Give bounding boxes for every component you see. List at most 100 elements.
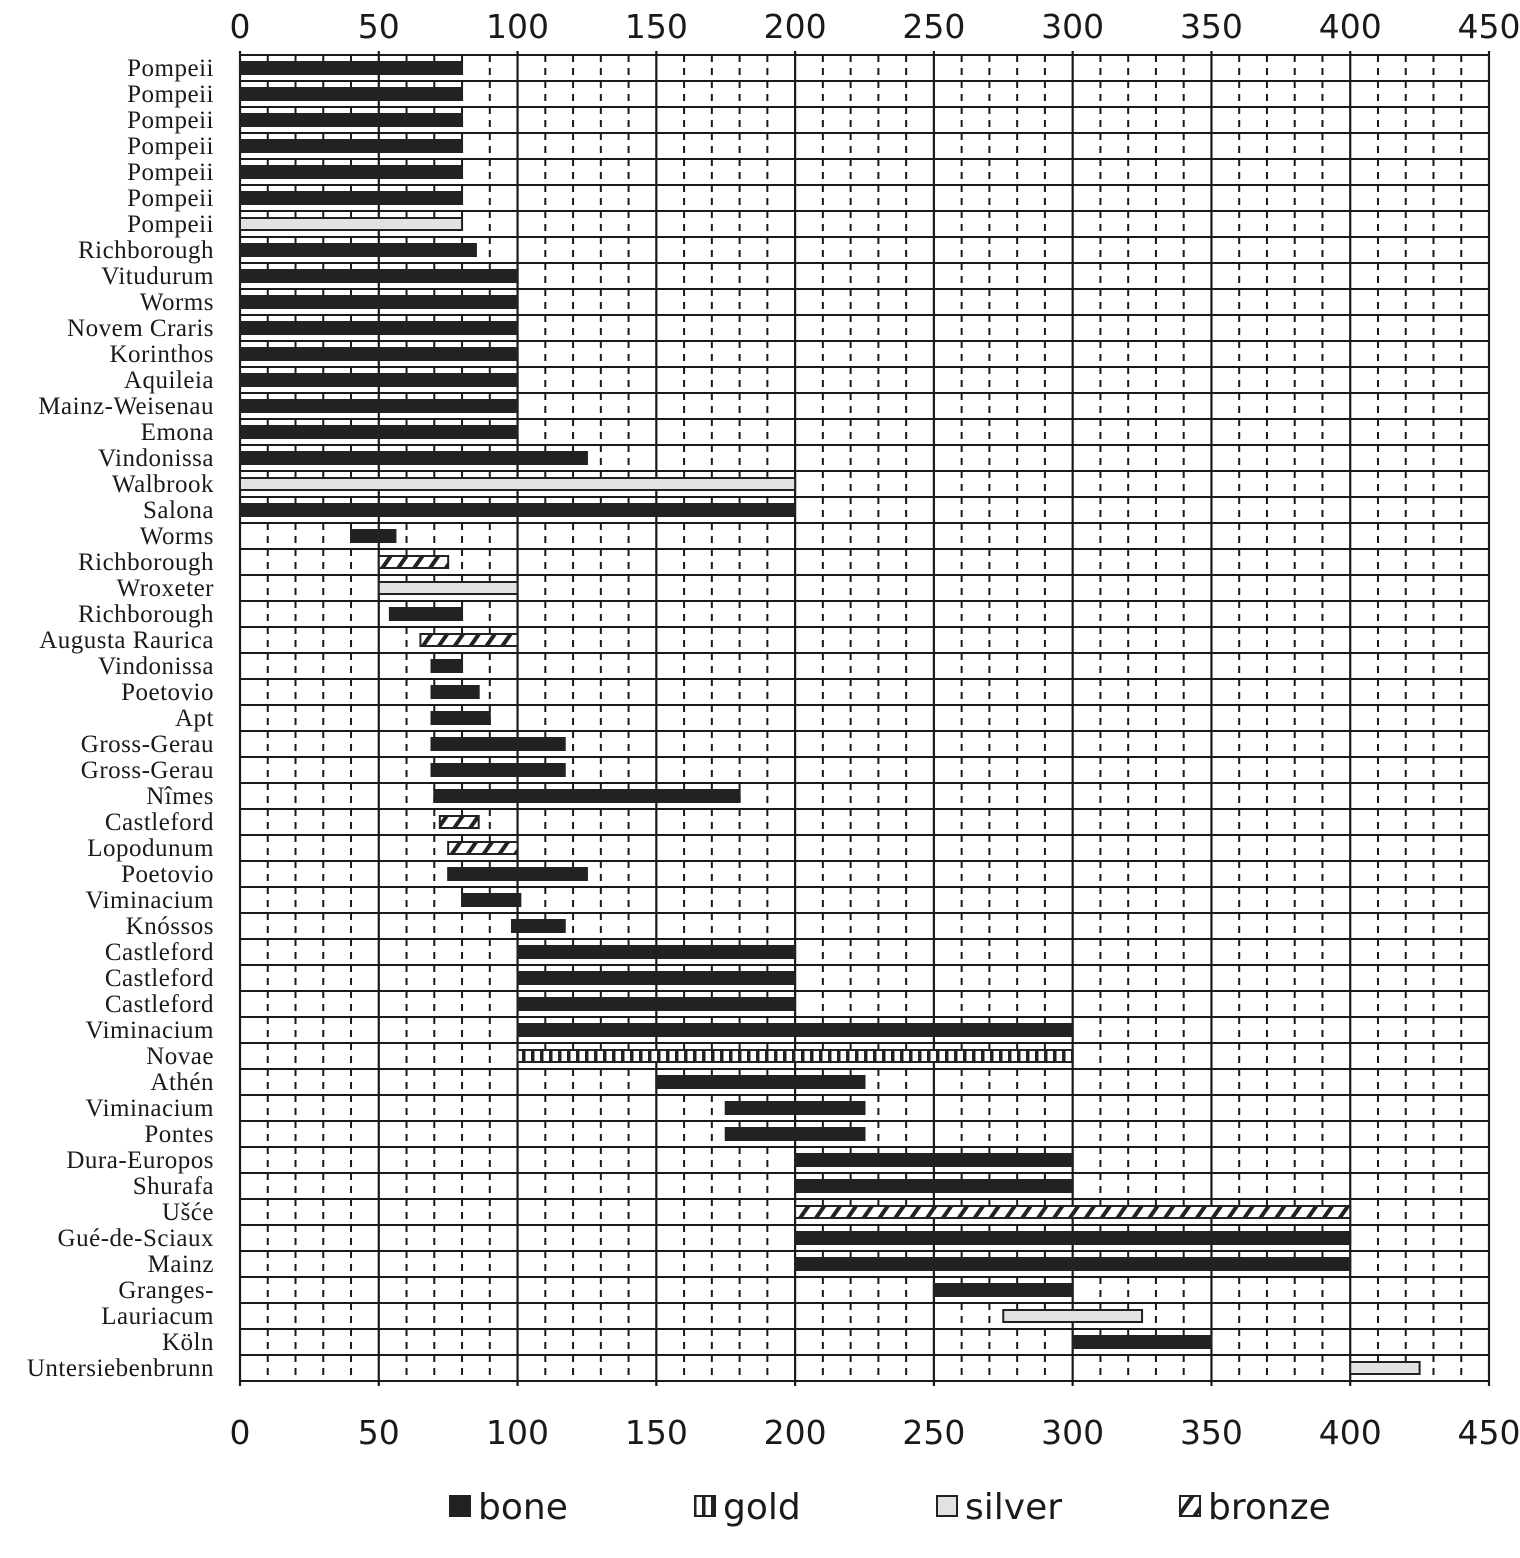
legend-swatch-silver: [936, 1495, 958, 1517]
range-bar-bone: [239, 321, 519, 335]
range-bar-bone: [388, 607, 464, 621]
range-bar-bronze: [447, 841, 519, 855]
range-bar-silver: [239, 477, 797, 491]
range-bar-bone: [239, 61, 464, 75]
category-label: Gross-Gerau: [81, 731, 214, 758]
range-bar-bone: [511, 919, 566, 933]
category-label: Salona: [143, 497, 214, 524]
range-bar-silver: [239, 217, 464, 231]
range-bar-silver: [377, 581, 519, 595]
category-label: Viminacium: [86, 1017, 215, 1044]
category-label: Pompeii: [127, 81, 214, 108]
range-bar-bone: [239, 243, 477, 257]
x-tick-label-top: 400: [1319, 7, 1382, 46]
range-bar-silver: [1349, 1361, 1421, 1375]
category-label: Aquileia: [124, 367, 214, 394]
legend-swatch-gold: [694, 1495, 716, 1517]
category-label: Emona: [141, 419, 214, 446]
x-tick-label-top: 200: [764, 7, 827, 46]
category-label: Poetovio: [121, 679, 214, 706]
category-label: Lauriacum: [101, 1303, 214, 1330]
x-tick-label-bottom: 350: [1180, 1413, 1243, 1452]
range-bar-bone: [239, 295, 519, 309]
x-tick-label-top: 450: [1458, 7, 1520, 46]
range-bar-bone: [516, 971, 797, 985]
range-bar-bronze: [794, 1205, 1352, 1219]
category-label: Vindonissa: [98, 445, 214, 472]
range-bar-bronze: [377, 555, 450, 569]
range-bar-bone: [461, 893, 522, 907]
category-label: Pompeii: [127, 159, 214, 186]
range-bar-bone: [350, 529, 397, 543]
range-bar-gold: [516, 1049, 1074, 1063]
range-bar-bone: [794, 1153, 1074, 1167]
category-label: Worms: [140, 289, 214, 316]
category-label: Gué-de-Sciaux: [58, 1225, 214, 1252]
range-bar-bone: [430, 659, 464, 673]
category-label: Dura-Europos: [66, 1147, 214, 1174]
category-label: Pontes: [144, 1121, 214, 1148]
category-label: Athén: [150, 1069, 214, 1096]
legend-label-bone: bone: [478, 1487, 568, 1528]
category-label: Richborough: [78, 549, 214, 576]
category-label: Nîmes: [146, 783, 214, 810]
category-label: Castleford: [105, 991, 214, 1018]
range-bar-bone: [239, 191, 464, 205]
range-bar-bone: [724, 1127, 866, 1141]
range-bar-bone: [239, 373, 519, 387]
category-label: Worms: [140, 523, 214, 550]
range-bar-bone: [516, 945, 797, 959]
legend-label-gold: gold: [723, 1487, 801, 1528]
x-axis-ticks: 0 0 50 50 100 100 150 150 200 200 250 250 300 300 350 3…: [230, 7, 1520, 1452]
category-label: Castleford: [105, 809, 214, 836]
range-bar-bone: [447, 867, 588, 881]
x-tick-label-top: 250: [902, 7, 965, 46]
category-label: Korinthos: [110, 341, 215, 368]
legend-swatch-bronze: [1179, 1495, 1201, 1517]
range-bar-bone: [1071, 1335, 1213, 1349]
category-label: Viminacium: [86, 1095, 215, 1122]
range-bar-bone: [724, 1101, 866, 1115]
x-tick-label-top: 0: [230, 7, 251, 46]
legend-label-silver: silver: [965, 1487, 1062, 1528]
range-bar-bone: [794, 1257, 1352, 1271]
category-label: Castleford: [105, 965, 214, 992]
category-label: Wroxeter: [117, 575, 215, 602]
range-bar-bronze: [438, 815, 480, 829]
category-label: Novae: [146, 1043, 214, 1070]
category-label: Lopodunum: [87, 835, 214, 862]
range-bar-bone: [516, 997, 797, 1011]
range-bar-bone: [239, 139, 464, 153]
range-bar-bone: [794, 1231, 1352, 1245]
category-label: Richborough: [78, 601, 214, 628]
category-label: Pompeii: [127, 133, 214, 160]
category-label: Shurafa: [133, 1173, 214, 1200]
x-tick-label-bottom: 100: [486, 1413, 549, 1452]
category-label: Apt: [175, 705, 214, 732]
x-tick-label-bottom: 150: [625, 1413, 688, 1452]
range-bar-bone: [239, 269, 519, 283]
category-label: Köln: [162, 1329, 214, 1356]
category-label: Viminacium: [86, 887, 215, 914]
range-bar-bone: [932, 1283, 1074, 1297]
legend: bone gold silver bronze: [449, 1487, 1331, 1528]
range-bar-bone: [430, 737, 566, 751]
range-bar-bone: [655, 1075, 866, 1089]
range-bar-bone: [239, 347, 519, 361]
x-tick-label-top: 150: [625, 7, 688, 46]
category-label: Pompeii: [127, 211, 214, 238]
category-label: Augusta Raurica: [39, 627, 214, 654]
legend-swatch-bone: [449, 1495, 471, 1517]
range-bar-bone: [430, 685, 480, 699]
x-tick-label-bottom: 450: [1458, 1413, 1520, 1452]
range-bar-bone: [239, 503, 797, 517]
range-bar-bone: [430, 711, 491, 725]
category-label: Untersiebenbrunn: [27, 1355, 214, 1382]
category-label: Knóssos: [126, 913, 214, 940]
x-tick-label-top: 50: [358, 7, 400, 46]
range-bar-bone: [239, 113, 464, 127]
x-tick-label-bottom: 400: [1319, 1413, 1382, 1452]
category-label: Novem Craris: [67, 315, 214, 342]
